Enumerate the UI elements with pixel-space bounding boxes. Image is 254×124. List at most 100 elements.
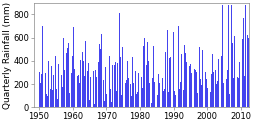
Bar: [204, 72, 205, 107]
Bar: [216, 81, 217, 107]
Bar: [118, 82, 119, 107]
Bar: [179, 82, 180, 107]
Bar: [98, 62, 99, 107]
Bar: [249, 75, 250, 107]
Bar: [93, 71, 94, 107]
Bar: [186, 93, 187, 107]
Bar: [54, 87, 55, 107]
Bar: [192, 47, 193, 107]
Bar: [169, 57, 170, 107]
Bar: [227, 5, 228, 107]
Bar: [189, 64, 190, 107]
Bar: [181, 72, 182, 107]
Bar: [158, 83, 159, 107]
Bar: [134, 66, 135, 107]
Bar: [49, 74, 50, 107]
Bar: [91, 59, 92, 107]
Bar: [218, 73, 219, 107]
Bar: [207, 63, 208, 107]
Bar: [135, 71, 136, 107]
Bar: [238, 62, 239, 107]
Bar: [184, 53, 185, 107]
Bar: [236, 77, 237, 107]
Bar: [51, 66, 52, 107]
Bar: [75, 79, 76, 107]
Bar: [56, 89, 57, 107]
Bar: [180, 54, 181, 107]
Y-axis label: Quarterly Rainfall (mm): Quarterly Rainfall (mm): [3, 1, 12, 109]
Bar: [157, 74, 158, 107]
Bar: [124, 83, 125, 107]
Bar: [129, 62, 130, 107]
Bar: [212, 72, 213, 107]
Bar: [92, 72, 93, 107]
Bar: [142, 46, 143, 107]
Bar: [168, 58, 169, 107]
Bar: [96, 5, 97, 107]
Bar: [83, 61, 84, 107]
Bar: [149, 83, 150, 107]
Bar: [213, 79, 214, 107]
Bar: [50, 89, 51, 107]
Bar: [217, 59, 218, 107]
Bar: [82, 52, 83, 107]
Bar: [138, 89, 139, 107]
Bar: [66, 53, 67, 107]
Bar: [153, 82, 154, 107]
Bar: [114, 65, 115, 107]
Bar: [107, 93, 108, 107]
Bar: [86, 76, 87, 107]
Bar: [173, 91, 174, 107]
Bar: [63, 38, 64, 107]
Bar: [165, 5, 166, 107]
Bar: [121, 47, 122, 107]
Bar: [130, 84, 131, 107]
Bar: [228, 94, 229, 107]
Bar: [117, 71, 118, 107]
Bar: [244, 5, 245, 107]
Bar: [119, 13, 120, 107]
Bar: [144, 65, 145, 107]
Bar: [206, 88, 207, 107]
Bar: [123, 59, 124, 107]
Bar: [76, 18, 77, 107]
Bar: [215, 84, 216, 107]
Bar: [155, 68, 156, 107]
Bar: [205, 79, 206, 107]
Bar: [242, 18, 243, 107]
Bar: [41, 74, 42, 107]
Bar: [196, 93, 197, 107]
Bar: [224, 84, 225, 107]
Bar: [222, 83, 223, 107]
Bar: [39, 72, 40, 107]
Bar: [221, 5, 222, 107]
Bar: [166, 48, 167, 107]
Bar: [59, 65, 60, 107]
Bar: [174, 95, 175, 107]
Bar: [45, 73, 46, 107]
Bar: [176, 77, 177, 107]
Bar: [210, 74, 211, 107]
Bar: [145, 56, 146, 107]
Bar: [61, 75, 62, 107]
Bar: [106, 18, 107, 107]
Bar: [208, 100, 209, 107]
Bar: [161, 54, 162, 107]
Bar: [108, 76, 109, 107]
Bar: [43, 88, 44, 107]
Bar: [128, 22, 129, 107]
Bar: [139, 94, 140, 107]
Bar: [40, 83, 41, 107]
Bar: [201, 50, 202, 107]
Bar: [200, 85, 201, 107]
Bar: [191, 56, 192, 107]
Bar: [99, 44, 100, 107]
Bar: [150, 5, 151, 107]
Bar: [87, 71, 88, 107]
Bar: [233, 36, 234, 107]
Bar: [55, 56, 56, 107]
Bar: [197, 5, 198, 107]
Bar: [226, 70, 227, 107]
Bar: [239, 66, 240, 107]
Bar: [248, 103, 249, 107]
